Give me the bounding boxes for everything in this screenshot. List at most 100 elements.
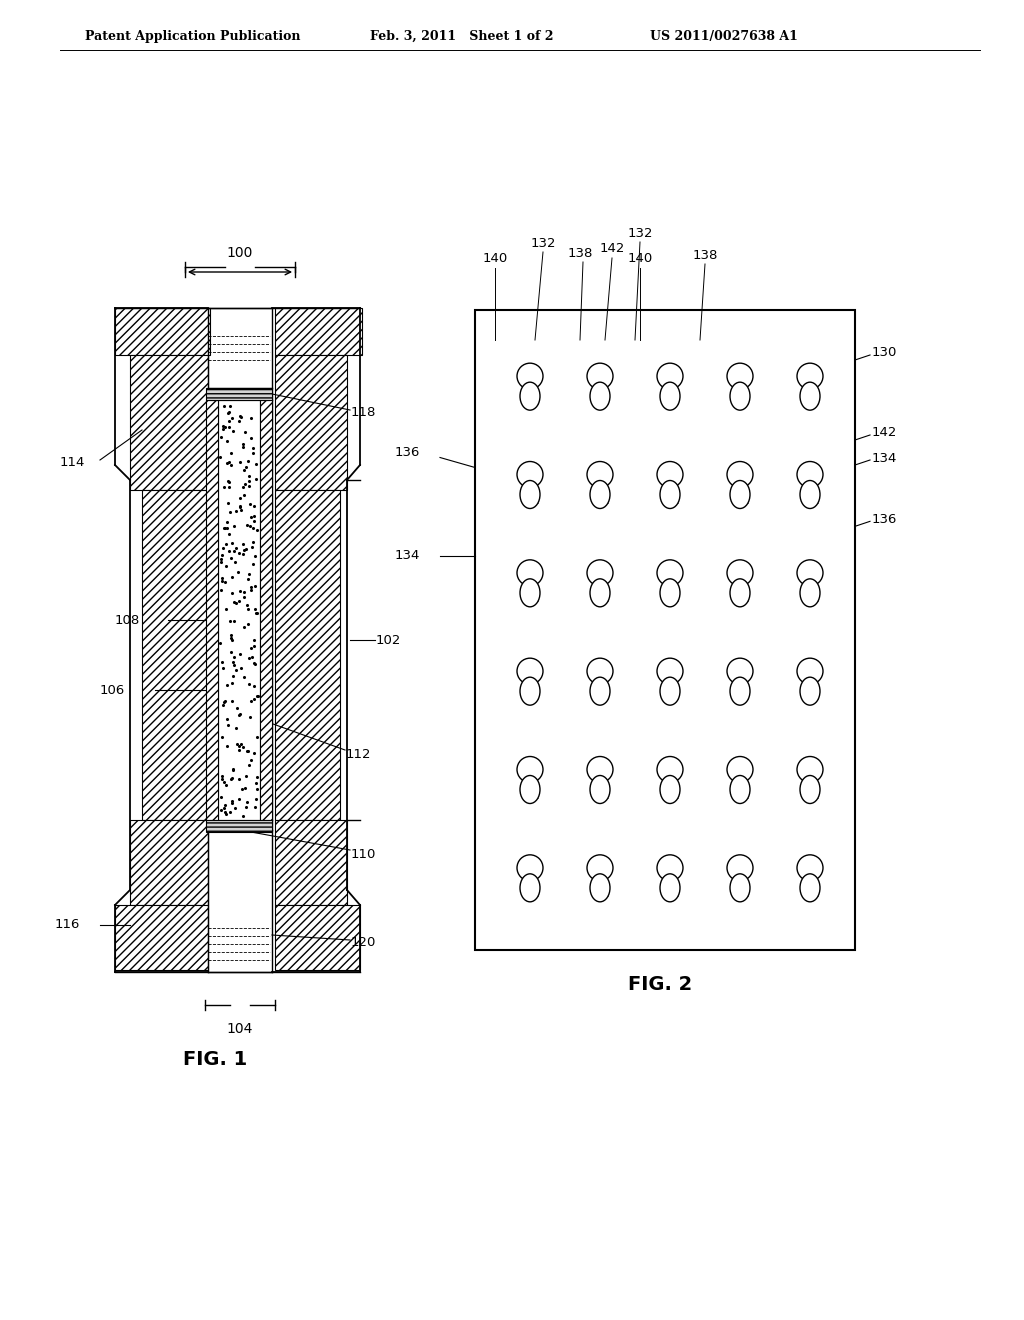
Ellipse shape — [520, 383, 540, 411]
Point — [236, 586, 252, 607]
Point — [243, 428, 259, 449]
Point — [217, 533, 233, 554]
Circle shape — [727, 756, 753, 783]
Point — [216, 801, 232, 822]
Point — [223, 672, 240, 693]
Point — [245, 532, 261, 553]
Ellipse shape — [800, 383, 820, 411]
Point — [246, 652, 262, 673]
Point — [214, 768, 230, 789]
Point — [220, 492, 237, 513]
Bar — [475, 310, 855, 950]
Circle shape — [587, 560, 613, 586]
Text: 102: 102 — [376, 634, 401, 647]
Circle shape — [797, 855, 823, 880]
Ellipse shape — [800, 874, 820, 902]
Point — [234, 437, 251, 458]
Point — [216, 690, 232, 711]
Point — [248, 453, 264, 474]
Point — [224, 792, 241, 813]
Text: 140: 140 — [628, 252, 652, 265]
Bar — [275, 906, 360, 970]
Point — [234, 434, 251, 455]
Circle shape — [517, 560, 543, 586]
Point — [243, 579, 259, 601]
Point — [222, 642, 239, 663]
Point — [236, 533, 252, 554]
Ellipse shape — [590, 874, 610, 902]
Point — [223, 454, 240, 475]
Point — [249, 520, 265, 541]
Point — [237, 777, 253, 799]
Circle shape — [727, 560, 753, 586]
Point — [218, 556, 234, 577]
Point — [240, 614, 256, 635]
Point — [249, 603, 265, 624]
Circle shape — [587, 659, 613, 684]
Point — [243, 577, 259, 598]
Text: 118: 118 — [351, 407, 377, 420]
Bar — [206, 400, 218, 820]
Point — [221, 801, 238, 822]
Text: 142: 142 — [599, 242, 625, 255]
Circle shape — [727, 462, 753, 487]
Point — [231, 495, 248, 516]
Point — [219, 517, 236, 539]
Point — [224, 767, 241, 788]
Ellipse shape — [590, 579, 610, 607]
Point — [213, 726, 229, 747]
Point — [228, 718, 245, 739]
Point — [241, 673, 257, 694]
Ellipse shape — [660, 677, 680, 705]
Point — [234, 779, 251, 800]
Point — [221, 451, 238, 473]
Point — [219, 735, 236, 756]
Circle shape — [657, 560, 683, 586]
Circle shape — [727, 855, 753, 880]
Ellipse shape — [660, 874, 680, 902]
Ellipse shape — [800, 579, 820, 607]
Point — [237, 421, 253, 442]
Point — [243, 638, 259, 659]
Ellipse shape — [590, 776, 610, 804]
Point — [246, 510, 262, 531]
Circle shape — [657, 756, 683, 783]
Ellipse shape — [800, 480, 820, 508]
Point — [213, 548, 229, 569]
Point — [241, 475, 257, 496]
Point — [242, 494, 258, 515]
Point — [224, 408, 241, 429]
Point — [244, 647, 260, 668]
Point — [231, 487, 248, 508]
Text: 140: 140 — [482, 252, 508, 265]
Point — [249, 767, 265, 788]
Point — [231, 405, 248, 426]
Point — [221, 416, 238, 437]
Point — [230, 411, 247, 432]
Point — [236, 484, 252, 506]
Point — [218, 598, 234, 619]
Point — [225, 420, 242, 441]
Point — [224, 533, 241, 554]
Text: 134: 134 — [872, 451, 897, 465]
Ellipse shape — [800, 776, 820, 804]
Ellipse shape — [520, 874, 540, 902]
Point — [246, 676, 262, 697]
Point — [233, 657, 250, 678]
Point — [230, 735, 247, 756]
Ellipse shape — [590, 383, 610, 411]
Point — [244, 536, 260, 557]
Circle shape — [797, 560, 823, 586]
Point — [239, 741, 255, 762]
Point — [212, 632, 228, 653]
Point — [240, 568, 256, 589]
Point — [249, 777, 265, 799]
Text: 138: 138 — [692, 249, 718, 261]
Point — [219, 709, 236, 730]
Point — [246, 636, 262, 657]
Point — [239, 515, 255, 536]
Point — [249, 726, 265, 747]
Bar — [275, 308, 362, 355]
Point — [241, 755, 257, 776]
Point — [221, 540, 238, 561]
